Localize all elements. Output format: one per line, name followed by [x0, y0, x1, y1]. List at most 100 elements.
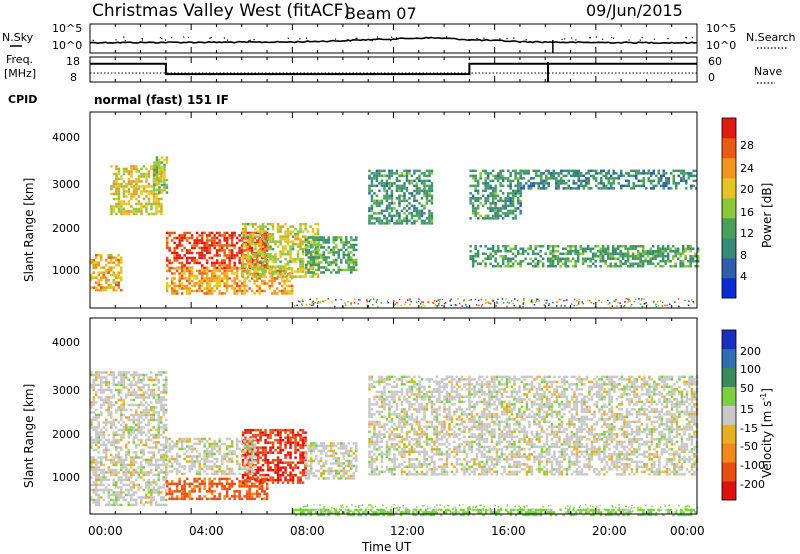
velocity-cell: [271, 443, 275, 447]
power-cell: [691, 260, 695, 263]
velocity-cell: [249, 443, 252, 447]
power-ground-cell: [409, 298, 411, 300]
power-cell: [102, 271, 105, 274]
power-cell: [430, 202, 434, 205]
power-ground-cell: [522, 303, 524, 305]
power-cell: [261, 262, 265, 266]
power-ground-cell: [454, 304, 457, 306]
power-cell: [577, 179, 580, 183]
velocity-cell: [155, 483, 158, 487]
power-cell: [554, 250, 557, 253]
power-cell: [142, 197, 146, 201]
power-cell: [115, 283, 118, 287]
power-ground-cell: [324, 299, 326, 302]
power-cell: [160, 177, 163, 181]
velocity-cell: [120, 463, 123, 467]
velocity-cell: [137, 393, 140, 397]
power-cell: [218, 269, 221, 273]
velocity-cell: [155, 503, 158, 507]
power-ground-cell: [576, 304, 578, 306]
velocity-cell: [218, 492, 221, 496]
velocity-cell: [142, 448, 145, 452]
velocity-cell: [125, 428, 128, 432]
power-cell: [304, 245, 307, 248]
power-cell: [665, 177, 668, 180]
velocity-cell: [175, 442, 179, 446]
power-cell: [132, 165, 136, 168]
velocity-cell: [90, 426, 93, 429]
velocity-cell: [107, 458, 110, 462]
power-cell: [180, 287, 184, 290]
power-cell: [97, 283, 100, 287]
power-ground-cell: [578, 298, 580, 301]
power-cell: [551, 245, 555, 248]
velocity-cell: [185, 495, 189, 498]
power-cell: [185, 251, 189, 255]
velocity-cell: [180, 487, 184, 491]
power-cell: [580, 182, 583, 185]
power-cell: [246, 267, 250, 271]
power-cell: [685, 182, 688, 185]
velocity-cell: [122, 413, 125, 417]
power-cell: [90, 261, 93, 264]
power-cell: [160, 167, 163, 171]
velocity-cell: [100, 376, 103, 379]
power-cell: [489, 262, 492, 265]
power-cell: [614, 265, 617, 268]
power-cell: [555, 184, 558, 188]
velocity-cell: [150, 376, 153, 379]
velocity-cell: [152, 456, 155, 459]
power-cell: [506, 184, 510, 188]
velocity-cell: [100, 496, 103, 499]
velocity-cell: [244, 453, 247, 457]
power-cell: [269, 255, 272, 258]
velocity-cell: [170, 457, 174, 461]
velocity-cell: [140, 476, 143, 479]
velocity-cell: [200, 480, 204, 483]
velocity-cell: [132, 391, 135, 394]
velocity-cell: [140, 456, 143, 459]
power-cell: [296, 270, 300, 273]
velocity-cell: [183, 495, 186, 498]
power-ground-cell: [302, 300, 304, 303]
velocity-cell: [95, 391, 98, 394]
power-cell: [489, 252, 492, 255]
power-cells: [90, 156, 700, 308]
velocity-cell: [110, 473, 113, 477]
power-cell: [646, 250, 650, 253]
power-cell: [283, 279, 286, 283]
power-cell: [655, 174, 658, 178]
velocity-cell: [112, 381, 115, 384]
power-cell: [476, 192, 480, 195]
power-cell: [314, 257, 317, 261]
power-ground-cell: [548, 303, 551, 305]
power-cell: [474, 189, 477, 193]
power-cell: [223, 244, 226, 247]
power-cell: [145, 172, 148, 176]
power-cell: [190, 289, 194, 293]
velocity-cell: [90, 386, 93, 389]
power-ground-cell: [418, 298, 420, 300]
velocity-cell: [125, 473, 128, 477]
power-cell: [575, 174, 578, 178]
power-cell: [228, 236, 231, 240]
velocity-cell: [185, 482, 189, 486]
power-cell: [610, 182, 613, 185]
power-cell: [388, 169, 391, 173]
power-cell: [383, 214, 386, 218]
velocity-cell: [95, 498, 98, 502]
power-cell: [261, 245, 265, 248]
velocity-cell: [117, 461, 120, 464]
power-cell: [521, 260, 525, 263]
power-cell: [195, 251, 199, 255]
power-cell: [506, 250, 510, 253]
power-cell: [484, 187, 487, 190]
velocity-cell: [100, 431, 103, 434]
velocity-cell: [120, 438, 123, 442]
power-cell: [645, 187, 648, 190]
velocity-cell: [165, 411, 168, 414]
power-cell: [327, 246, 330, 249]
velocity-cell: [95, 488, 98, 492]
velocity-cell: [145, 401, 148, 404]
power-cell: [350, 271, 353, 274]
